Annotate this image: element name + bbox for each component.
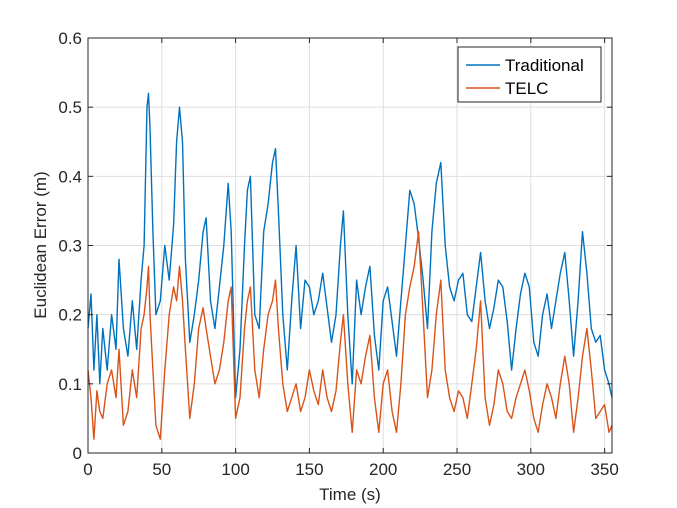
y-tick-label: 0.6 — [58, 29, 82, 48]
x-tick-label: 250 — [443, 460, 471, 479]
y-tick-label: 0.5 — [58, 98, 82, 117]
ticks — [87, 37, 612, 454]
x-axis-label: Time (s) — [319, 485, 381, 504]
x-tick-label: 0 — [83, 460, 92, 479]
x-tick-label: 150 — [295, 460, 323, 479]
x-tick-label: 300 — [517, 460, 545, 479]
legend-label-telc: TELC — [505, 79, 548, 98]
y-tick-label: 0.4 — [58, 167, 82, 186]
series-layer — [87, 92, 613, 440]
x-tick-label: 350 — [590, 460, 618, 479]
legend: Traditional TELC — [457, 46, 602, 103]
y-tick-label: 0.2 — [58, 306, 82, 325]
series-line-traditional — [87, 92, 613, 399]
y-tick-label: 0.1 — [58, 375, 82, 394]
legend-label-traditional: Traditional — [505, 56, 584, 75]
y-axis-label: Euclidean Error (m) — [31, 171, 50, 318]
y-tick-label: 0.3 — [58, 237, 82, 256]
legend-box — [457, 46, 602, 103]
x-tick-label: 50 — [152, 460, 171, 479]
tick-labels: 0 50 100 150 200 250 300 350 0 0.1 0.2 0.3 0.4 0.5 0.6 — [58, 29, 618, 479]
x-tick-label: 200 — [369, 460, 397, 479]
grid — [88, 38, 612, 453]
x-tick-label: 100 — [221, 460, 249, 479]
series-line-telc — [87, 230, 613, 440]
y-tick-label: 0 — [73, 444, 82, 463]
